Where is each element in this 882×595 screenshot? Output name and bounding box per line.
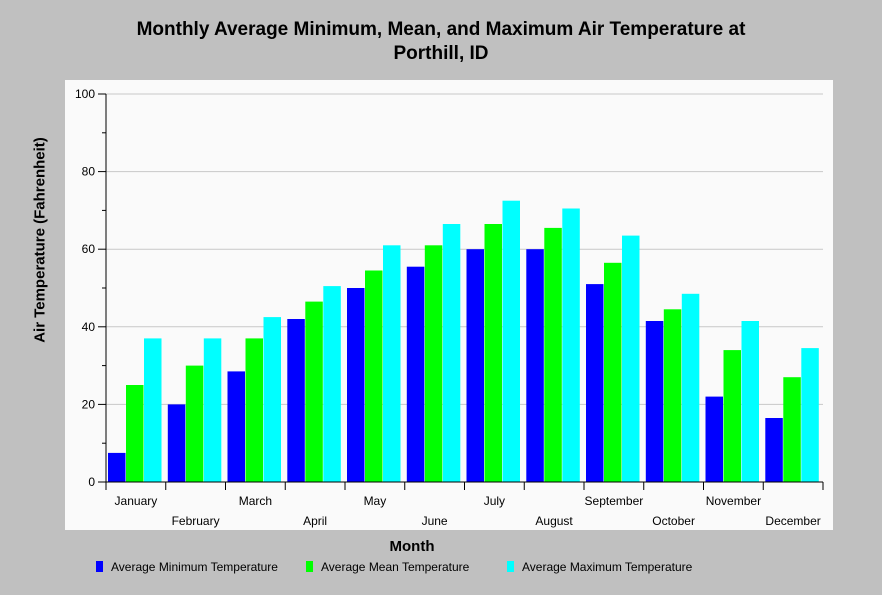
x-tick-label: April [303, 514, 327, 528]
legend-label-mean: Average Mean Temperature [321, 560, 470, 574]
bar-mean [604, 262, 622, 482]
bar-minimum [406, 266, 425, 482]
y-tick-label: 40 [82, 320, 96, 334]
bar-maximum [502, 200, 520, 482]
bar-minimum [645, 321, 664, 482]
bar-maximum [203, 338, 222, 482]
x-tick-label: December [765, 514, 820, 528]
bar-minimum [108, 452, 126, 482]
bar-mean [185, 365, 204, 482]
bar-maximum [622, 235, 640, 482]
grid [106, 93, 823, 405]
x-tick-label: May [364, 494, 387, 508]
chart-title: Monthly Average Minimum, Mean, and Maxim… [0, 18, 882, 66]
bar-maximum [442, 224, 461, 482]
axes [98, 93, 824, 490]
bar-maximum [323, 286, 341, 482]
legend-swatch-minimum [96, 561, 103, 572]
x-tick-label: October [652, 514, 695, 528]
bar-minimum [167, 404, 186, 482]
bar-maximum [562, 208, 580, 482]
x-tick-label: February [172, 514, 220, 528]
bar-minimum [526, 249, 544, 482]
bar-mean [305, 301, 323, 482]
y-tick-label: 80 [82, 165, 96, 179]
chart-title-line-2: Porthill, ID [393, 43, 489, 64]
x-axis-label: Month [389, 538, 435, 555]
legend-item-maximum: Average Maximum Temperature [507, 559, 692, 575]
legend-swatch-maximum [507, 561, 514, 572]
x-tick-label: August [535, 514, 573, 528]
bar-maximum [383, 245, 401, 482]
bar-minimum [287, 319, 305, 482]
x-tick-label: July [484, 494, 505, 508]
bar-mean [484, 224, 502, 482]
chart-title-line-1: Monthly Average Minimum, Mean, and Maxim… [136, 19, 746, 40]
bar-mean [663, 309, 682, 482]
bar-mean [783, 377, 801, 482]
x-tick-label: June [422, 514, 448, 528]
legend-swatch-mean [306, 561, 313, 572]
bar-mean [126, 385, 144, 482]
bar-maximum [263, 317, 281, 482]
x-tick-label: March [239, 494, 272, 508]
y-axis-label: Air Temperature (Fahrenheit) [31, 137, 49, 343]
legend-item-mean: Average Mean Temperature [306, 559, 469, 575]
y-tick-label: 20 [82, 397, 96, 411]
bar-minimum [227, 371, 245, 482]
bars [108, 200, 819, 482]
bar-maximum [801, 348, 819, 482]
bar-minimum [466, 249, 484, 482]
bar-maximum [681, 293, 700, 482]
bar-mean [365, 270, 383, 482]
y-tick-label: 100 [75, 87, 95, 101]
bar-mean [723, 350, 741, 482]
x-tick-label: November [706, 494, 761, 508]
x-tick-label: January [115, 494, 158, 508]
bar-mean [424, 245, 443, 482]
bar-mean [544, 227, 562, 482]
legend-label-maximum: Average Maximum Temperature [522, 560, 693, 574]
bar-minimum [347, 288, 365, 482]
y-tick-label: 0 [88, 475, 95, 489]
legend-label-minimum: Average Minimum Temperature [111, 560, 278, 574]
bar-minimum [705, 396, 723, 482]
legend-item-minimum: Average Minimum Temperature [96, 559, 278, 575]
bar-minimum [765, 418, 783, 482]
bar-maximum [144, 338, 162, 482]
y-tick-label: 60 [82, 242, 96, 256]
bar-maximum [741, 321, 759, 482]
bar-mean [245, 338, 263, 482]
tick-labels: 0 20 40 60 80 100 January February March April May… [75, 87, 821, 528]
bar-minimum [586, 284, 604, 482]
x-tick-label: September [585, 494, 644, 508]
